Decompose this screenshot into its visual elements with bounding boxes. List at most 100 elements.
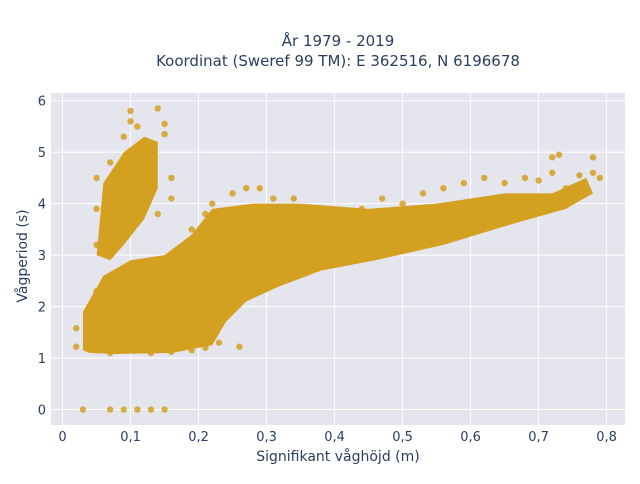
cloud-upper-cluster <box>96 136 158 261</box>
data-point <box>161 262 168 269</box>
data-point <box>447 221 454 228</box>
data-point <box>576 172 583 179</box>
data-point <box>106 159 114 166</box>
x-tick-label: 0,7 <box>528 430 549 445</box>
data-point <box>86 311 93 318</box>
data-point <box>147 164 155 171</box>
tick-labels: 0 0,1 0,2 0,3 0,4 0,5 0,6 0,7 0,8 0 1 2 3 4 5 6 <box>38 95 617 445</box>
data-point <box>134 123 141 130</box>
data-point <box>72 325 80 332</box>
data-point <box>174 318 182 326</box>
data-point <box>324 251 331 259</box>
data-point <box>127 118 134 125</box>
data-point <box>93 241 100 249</box>
data-point <box>181 251 189 259</box>
y-axis-label: Vågperiod (s) <box>14 209 31 302</box>
y-tick-label: 6 <box>38 95 46 110</box>
data-point <box>168 174 175 182</box>
x-tick-label: 0,3 <box>256 430 277 445</box>
data-point <box>195 324 202 331</box>
data-point <box>419 190 427 197</box>
data-point <box>521 174 529 182</box>
cloud-main-band <box>82 177 594 354</box>
data-point <box>72 343 80 350</box>
data-point <box>154 105 161 112</box>
data-point <box>535 177 542 184</box>
data-point <box>562 185 570 192</box>
x-tick-label: 0,8 <box>596 430 617 445</box>
data-point <box>589 154 597 161</box>
grid-lines <box>51 93 625 425</box>
data-point <box>202 210 209 218</box>
data-point <box>399 200 406 207</box>
data-point <box>481 174 488 182</box>
data-point <box>120 277 127 285</box>
data-point <box>154 210 161 218</box>
data-point <box>283 262 291 269</box>
data-point <box>331 215 338 223</box>
chart-title: År 1979 - 2019 <box>282 31 395 50</box>
data-point <box>596 174 604 182</box>
data-point <box>161 120 168 128</box>
data-point <box>161 130 168 138</box>
data-point <box>106 349 114 357</box>
data-point <box>549 154 556 161</box>
data-point <box>215 241 223 249</box>
data-point <box>147 406 155 413</box>
data-point <box>263 272 270 279</box>
data-point <box>358 205 366 213</box>
chart-subtitle: Koordinat (Sweref 99 TM): E 362516, N 61… <box>156 52 520 70</box>
data-point <box>508 205 515 213</box>
data-point <box>487 210 495 218</box>
data-point <box>140 138 148 146</box>
data-point <box>555 151 563 158</box>
data-point <box>365 241 372 249</box>
data-point <box>222 287 229 295</box>
y-tick-label: 5 <box>38 146 46 161</box>
x-tick-label: 0 <box>58 430 66 445</box>
data-point <box>168 195 175 202</box>
data-point <box>242 185 250 192</box>
data-point <box>208 200 216 207</box>
data-point <box>290 195 297 202</box>
data-point <box>202 344 209 351</box>
data-point <box>426 226 434 233</box>
data-point <box>379 195 386 202</box>
y-tick-label: 1 <box>38 352 46 367</box>
data-points <box>72 105 604 413</box>
data-point <box>385 236 393 243</box>
data-point <box>501 179 508 187</box>
data-point <box>147 349 155 357</box>
data-point <box>154 298 161 305</box>
data-point <box>127 107 134 115</box>
data-point <box>406 231 413 238</box>
data-point <box>195 272 202 279</box>
x-tick-label: 0,4 <box>324 430 345 445</box>
data-point <box>127 347 134 354</box>
data-point <box>93 205 100 213</box>
data-point <box>106 221 114 228</box>
data-point <box>467 215 474 223</box>
data-point <box>93 287 100 295</box>
data-point <box>460 179 468 187</box>
y-tick-label: 2 <box>38 301 46 316</box>
data-point <box>120 169 127 176</box>
data-point <box>120 133 127 140</box>
y-tick-label: 3 <box>38 249 46 264</box>
data-point <box>589 169 597 176</box>
data-point <box>134 313 141 321</box>
x-tick-label: 0,1 <box>120 430 141 445</box>
data-point <box>134 154 141 161</box>
data-point <box>120 406 127 413</box>
data-point <box>236 343 243 350</box>
data-point <box>549 195 556 202</box>
data-point <box>583 185 590 192</box>
data-point <box>440 185 447 192</box>
data-point <box>242 277 250 285</box>
data-point <box>134 406 141 413</box>
data-point <box>106 251 114 259</box>
data-point <box>188 226 195 233</box>
data-point <box>140 267 148 274</box>
